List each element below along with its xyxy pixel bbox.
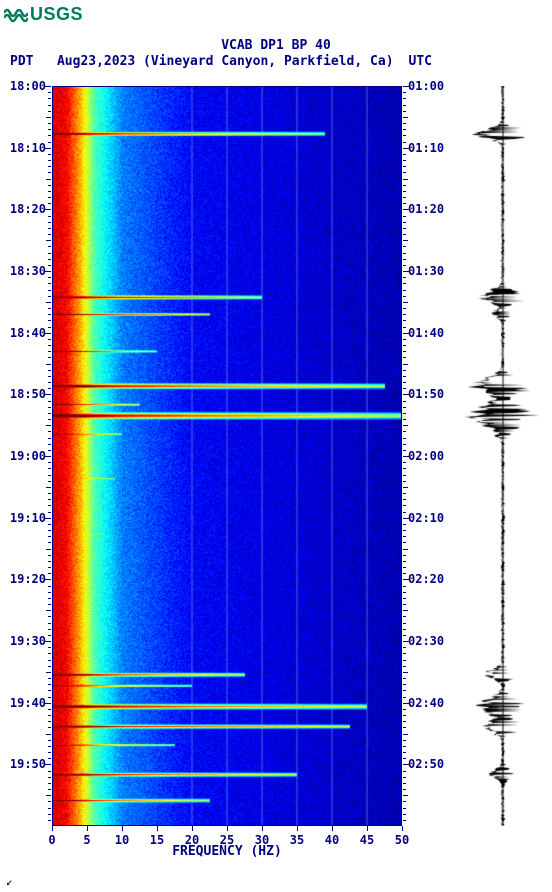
y-tick-label: 18:50 <box>10 387 46 401</box>
y-tick-label: 01:10 <box>408 141 444 155</box>
y-tick-label: 19:30 <box>10 634 46 648</box>
logo-text: USGS <box>30 4 83 25</box>
y-axis-left: 18:0018:1018:2018:3018:4018:5019:0019:10… <box>0 86 50 826</box>
y-tick-label: 18:10 <box>10 141 46 155</box>
y-tick-label: 02:50 <box>408 757 444 771</box>
y-tick-label: 19:10 <box>10 511 46 525</box>
y-tick-label: 01:30 <box>408 264 444 278</box>
waveform-trace <box>460 86 546 826</box>
chart-title: VCAB DP1 BP 40 <box>0 38 552 53</box>
y-tick-label: 19:40 <box>10 696 46 710</box>
y-tick-label: 02:20 <box>408 572 444 586</box>
y-tick-label: 02:10 <box>408 511 444 525</box>
y-tick-label: 18:40 <box>10 326 46 340</box>
y-tick-label: 02:00 <box>408 449 444 463</box>
waveform-canvas <box>460 86 546 826</box>
y-tick-label: 18:20 <box>10 202 46 216</box>
y-tick-label: 19:00 <box>10 449 46 463</box>
date-location: Aug23,2023 (Vineyard Canyon, Parkfield, … <box>57 54 394 69</box>
y-tick-label: 01:50 <box>408 387 444 401</box>
corner-mark: ↙ <box>6 875 13 888</box>
y-tick-label: 01:20 <box>408 202 444 216</box>
y-tick-label: 02:40 <box>408 696 444 710</box>
tz-left: PDT <box>10 54 33 69</box>
usgs-logo: USGS <box>4 4 83 25</box>
y-tick-label: 01:40 <box>408 326 444 340</box>
y-tick-label: 18:30 <box>10 264 46 278</box>
y-tick-label: 02:30 <box>408 634 444 648</box>
x-axis-label: FREQUENCY (HZ) <box>52 844 402 859</box>
wave-icon <box>4 6 28 24</box>
y-tick-label: 19:50 <box>10 757 46 771</box>
y-tick-label: 19:20 <box>10 572 46 586</box>
y-tick-label: 18:00 <box>10 79 46 93</box>
spectrogram-plot <box>52 86 402 826</box>
y-tick-label: 01:00 <box>408 79 444 93</box>
tz-right: UTC <box>409 54 432 69</box>
y-axis-right: 01:0001:1001:2001:3001:4001:5002:0002:10… <box>404 86 454 826</box>
chart-subtitle: PDT Aug23,2023 (Vineyard Canyon, Parkfie… <box>10 54 394 69</box>
spectrogram-canvas <box>52 86 402 826</box>
